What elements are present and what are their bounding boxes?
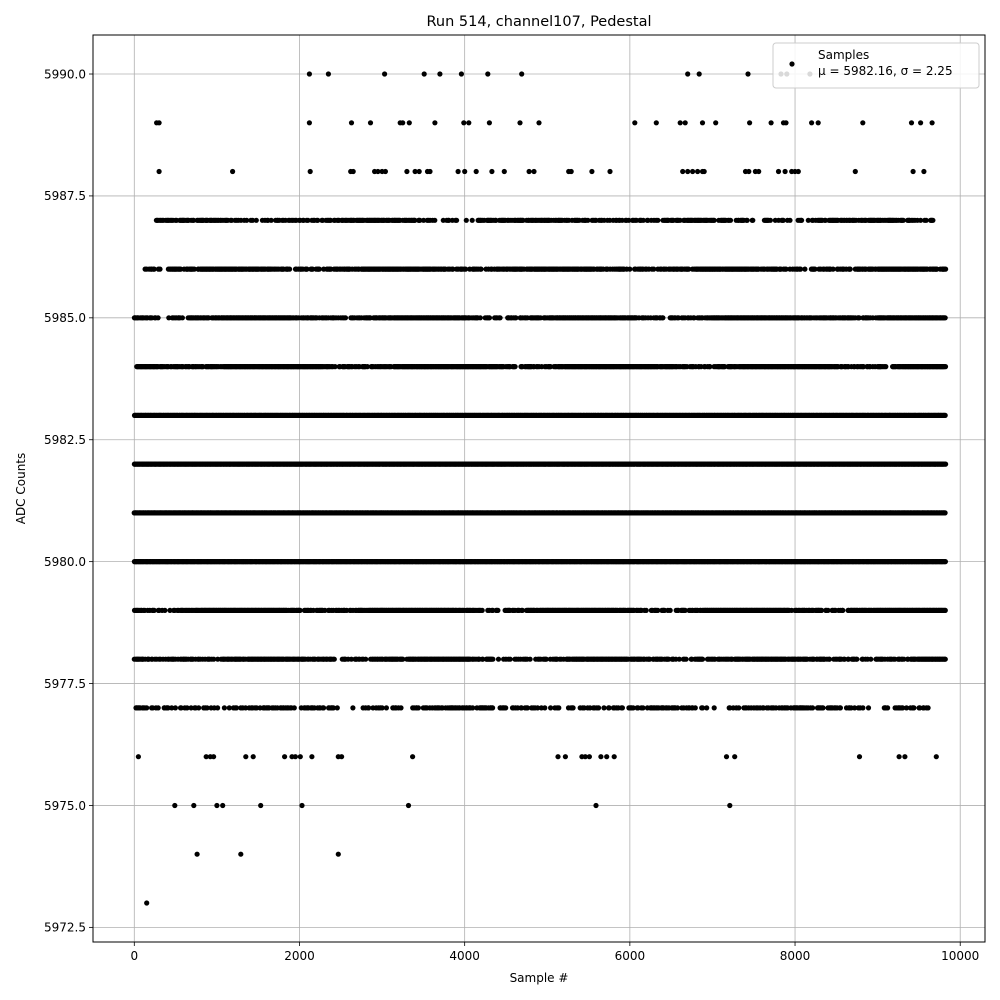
data-point xyxy=(497,315,503,321)
data-point xyxy=(478,266,484,272)
data-point xyxy=(469,217,475,223)
data-point xyxy=(463,266,469,272)
data-point xyxy=(432,217,438,223)
data-points xyxy=(131,71,949,906)
data-point xyxy=(943,461,949,467)
data-point xyxy=(450,266,456,272)
data-point xyxy=(767,217,774,223)
data-point xyxy=(477,315,483,321)
data-point xyxy=(918,217,924,223)
data-point xyxy=(315,217,321,223)
data-point xyxy=(660,315,666,321)
data-point xyxy=(655,217,661,223)
data-point xyxy=(512,364,518,370)
data-point xyxy=(923,217,929,223)
data-point xyxy=(626,217,632,223)
data-point xyxy=(942,364,949,370)
data-point xyxy=(155,315,161,321)
data-point xyxy=(900,217,906,223)
data-point xyxy=(750,217,756,223)
data-point xyxy=(787,217,793,223)
data-point xyxy=(942,315,948,321)
data-point xyxy=(417,217,423,223)
data-point xyxy=(486,315,493,321)
data-point xyxy=(304,266,310,272)
data-point xyxy=(191,266,197,272)
data-point xyxy=(421,217,427,223)
data-point xyxy=(191,217,197,223)
data-point xyxy=(412,217,418,223)
data-point xyxy=(942,412,948,418)
data-point xyxy=(780,217,786,223)
data-point xyxy=(454,217,460,223)
data-point xyxy=(744,217,750,223)
data-point xyxy=(342,315,349,321)
data-point xyxy=(253,217,259,223)
data-point xyxy=(463,217,469,223)
data-point xyxy=(268,217,274,223)
data-point xyxy=(805,217,811,223)
data-point xyxy=(250,217,256,223)
data-point xyxy=(943,266,949,272)
data-point xyxy=(151,266,157,272)
data-point xyxy=(802,266,808,272)
data-point xyxy=(316,266,322,272)
data-point xyxy=(640,217,646,223)
data-point xyxy=(651,266,657,272)
data-point xyxy=(812,266,818,272)
data-point xyxy=(585,217,591,223)
data-point xyxy=(287,266,293,272)
data-point xyxy=(627,266,633,272)
data-point xyxy=(930,217,936,223)
data-point xyxy=(711,217,717,223)
data-point xyxy=(883,364,889,370)
data-point xyxy=(727,217,734,223)
data-point xyxy=(677,217,683,223)
data-point xyxy=(783,266,789,272)
data-point xyxy=(157,266,163,272)
data-point xyxy=(830,266,836,272)
data-point xyxy=(244,217,250,223)
data-point xyxy=(305,217,311,223)
data-point xyxy=(799,217,805,223)
data-point xyxy=(179,315,185,321)
data-point xyxy=(798,266,804,272)
data-point xyxy=(847,266,853,272)
data-point xyxy=(686,266,692,272)
